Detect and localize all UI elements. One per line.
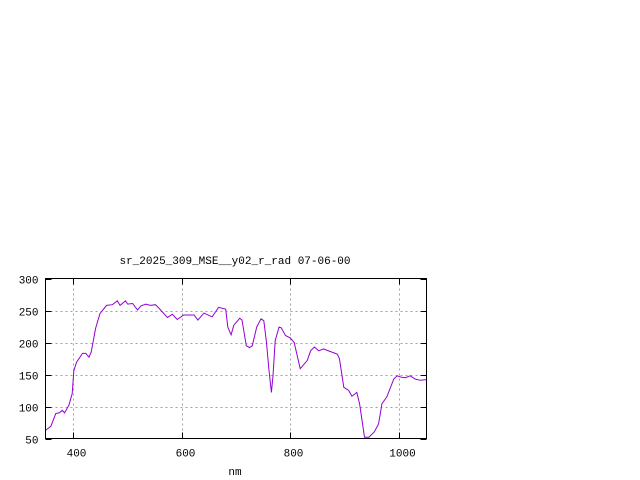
y-tick-label: 100 [19, 404, 39, 416]
y-tick-label: 200 [19, 340, 39, 352]
plot-border [45, 278, 427, 439]
tick-labels: 400 600 800 1000 50 100 150 200 250 300 [19, 276, 416, 461]
series-line [45, 300, 427, 438]
x-tick-label: 400 [67, 449, 87, 461]
x-tick-label: 800 [284, 449, 304, 461]
x-tick-label: 600 [176, 449, 196, 461]
y-tick-label: 300 [19, 276, 39, 288]
x-tick-label: 1000 [389, 449, 415, 461]
grid [45, 278, 427, 439]
x-axis-label: nm [228, 467, 242, 479]
y-tick-label: 150 [19, 372, 39, 384]
y-tick-label: 50 [25, 436, 38, 448]
chart-title: sr_2025_309_MSE__y02_r_rad 07-06-00 [119, 256, 350, 268]
y-tick-label: 250 [19, 308, 39, 320]
ticks [45, 278, 427, 440]
